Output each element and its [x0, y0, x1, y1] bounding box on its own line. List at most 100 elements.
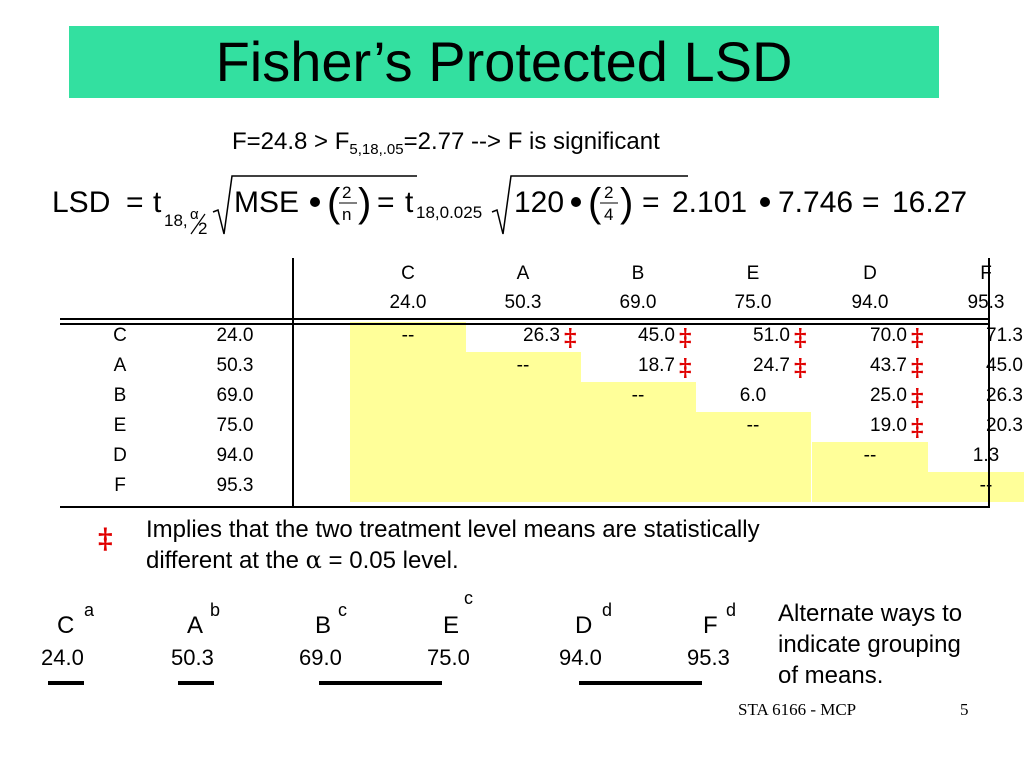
group-superscript: c — [464, 588, 473, 608]
formula-t2: t — [405, 186, 414, 219]
formula-t1-slash — [190, 213, 206, 235]
column-header-label: D — [863, 263, 877, 284]
f-stat-prefix: F=24.8 > F — [232, 128, 350, 155]
group-treatment-letter: D — [575, 612, 593, 639]
shade-cell — [580, 442, 696, 472]
legend-line-2b: = 0.05 level. — [321, 547, 459, 574]
group-treatment-letter: E — [443, 612, 460, 639]
difference-cell-significant: 26.3 — [523, 325, 560, 346]
slide-title: Fisher’s Protected LSD — [215, 30, 793, 93]
difference-cell-significant: 19.0 — [870, 415, 907, 436]
column-header-mean: 24.0 — [389, 292, 427, 313]
column-header-label: C — [401, 263, 415, 284]
formula-sqrt-1 — [212, 175, 417, 235]
group-mean: 75.0 — [427, 645, 470, 670]
lsd-formula: LSD = t 18, α 2 MSE ( 2 n ) = t 18,0.025… — [52, 175, 967, 238]
significance-mark-icon: ‡ — [794, 323, 807, 352]
legend-line-2a: different at the — [146, 547, 306, 574]
shade-cell — [350, 442, 466, 472]
difference-cell-significant: 25.0 — [870, 385, 907, 406]
significance-mark-icon: ‡ — [98, 522, 113, 555]
formula-lsd: LSD — [52, 186, 110, 219]
row-label: D — [113, 445, 127, 466]
column-header-mean: 69.0 — [619, 292, 657, 313]
row-mean: 94.0 — [216, 445, 254, 466]
formula-sqrt-2 — [491, 175, 688, 235]
formula-frac1-num: 2 — [342, 183, 351, 202]
formula-lparen-1: ( — [327, 181, 341, 225]
formula-result: 2.101 — [672, 186, 747, 219]
column-header-label: B — [631, 263, 645, 284]
group-superscript: d — [602, 600, 613, 620]
legend-line-2: different at the α = 0.05 level. — [146, 545, 906, 576]
difference-cell: -- — [631, 385, 645, 406]
shade-cell — [695, 412, 811, 442]
difference-cell: -- — [401, 325, 415, 346]
column-header-mean: 95.3 — [967, 292, 1005, 313]
legend-line-1: Implies that the two treatment level mea… — [146, 516, 760, 543]
shade-cell — [350, 322, 466, 352]
difference-cell-significant: 51.0 — [753, 325, 790, 346]
formula-eq-1: = — [126, 186, 144, 219]
difference-cell: -- — [979, 475, 993, 496]
column-header-mean: 75.0 — [734, 292, 772, 313]
formula-120: 120 — [514, 186, 564, 219]
group-superscript: c — [338, 600, 347, 620]
significance-mark-icon: ‡ — [911, 323, 924, 352]
shade-cell — [350, 472, 466, 502]
f-stat-suffix: =2.77 --> F is significant — [403, 128, 660, 155]
shade-cell — [695, 472, 811, 502]
formula-eq-4: = — [862, 186, 880, 219]
significance-mark-icon: ‡ — [911, 383, 924, 412]
difference-cell-significant: 45.0 — [986, 355, 1023, 376]
row-mean: 24.0 — [216, 325, 254, 346]
column-header-mean: 50.3 — [504, 292, 542, 313]
group-mean: 94.0 — [559, 645, 602, 670]
group-treatment-letter: C — [57, 612, 75, 639]
row-mean: 95.3 — [216, 475, 254, 496]
shade-cell — [465, 412, 581, 442]
row-mean: 75.0 — [216, 415, 254, 436]
table-right-rule — [988, 258, 990, 508]
formula-mse: MSE — [234, 186, 299, 219]
difference-cell-significant: 20.3 — [986, 415, 1023, 436]
significance-mark-icon: ‡ — [911, 413, 924, 442]
grouping-underline — [579, 681, 702, 685]
formula-t1-alpha: α — [190, 206, 199, 223]
row-label: E — [113, 415, 127, 436]
formula-final: 16.27 — [892, 186, 967, 219]
table-header-rule-bottom — [60, 323, 990, 325]
table-header-rule-top — [60, 318, 990, 320]
formula-dot-3 — [760, 197, 770, 207]
group-treatment-letter: A — [187, 612, 204, 639]
significance-mark-icon: ‡ — [794, 353, 807, 382]
title-banner: Fisher’s Protected LSD — [69, 26, 939, 98]
shade-cell — [580, 412, 696, 442]
footer-page-number: 5 — [960, 700, 969, 719]
column-header-label: A — [516, 263, 530, 284]
shade-cell — [812, 472, 928, 502]
formula-lparen-2: ( — [588, 181, 602, 225]
f-statistic: F=24.8 > F5,18,.05=2.77 --> F is signifi… — [232, 128, 660, 158]
formula-t1: t — [153, 186, 162, 219]
shade-cell — [465, 382, 581, 412]
group-superscript: b — [210, 600, 221, 620]
formula-times: 7.746 — [778, 186, 853, 219]
grouping-note-line-1: Alternate ways to — [778, 600, 963, 627]
difference-cell-significant: 70.0 — [870, 325, 907, 346]
formula-eq-3: = — [642, 186, 660, 219]
formula-t1-sub: 18, — [164, 211, 188, 230]
shade-cell — [350, 382, 466, 412]
row-label: F — [114, 475, 126, 496]
formula-rparen-1: ) — [358, 181, 371, 225]
legend-alpha: α — [305, 546, 322, 574]
grouping-underline — [178, 681, 214, 685]
group-superscript: d — [726, 600, 737, 620]
group-mean: 24.0 — [41, 645, 84, 670]
formula-eq-2: = — [377, 186, 395, 219]
difference-cell-significant: 43.7 — [870, 355, 907, 376]
grouping-note-line-3: of means. — [778, 662, 884, 689]
group-mean: 50.3 — [171, 645, 214, 670]
legend-text: Implies that the two treatment level mea… — [146, 515, 906, 576]
difference-cell: -- — [746, 415, 760, 436]
